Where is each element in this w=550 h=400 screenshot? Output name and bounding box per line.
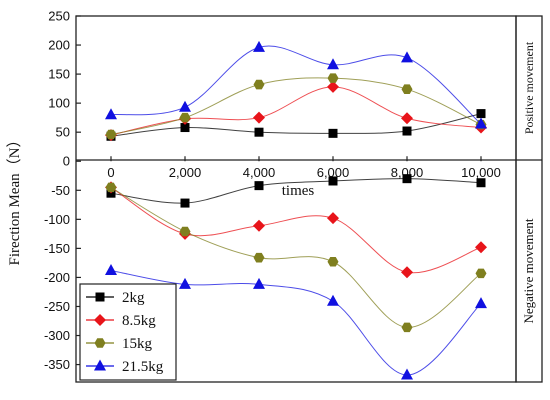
legend-marker-8-5kg — [94, 314, 106, 326]
series-group — [105, 40, 487, 380]
series-line-15kg-negative — [110, 186, 482, 328]
x-tick-label: 6,000 — [317, 165, 350, 180]
data-point-15kg-positive — [253, 79, 265, 90]
y-tick-label: -150 — [44, 241, 70, 256]
y-tick-label: 50 — [56, 125, 70, 140]
data-point-21-5kg-negative — [475, 297, 487, 309]
data-point-2kg-negative — [328, 176, 338, 186]
data-point-15kg-negative — [105, 182, 117, 193]
data-point-15kg-negative — [401, 322, 413, 333]
data-point-21-5kg-positive — [105, 108, 117, 120]
data-point-2kg-negative — [254, 181, 264, 191]
x-tick-label: 8,000 — [391, 165, 424, 180]
y-tick-label: 250 — [48, 9, 70, 24]
data-point-2kg-positive — [254, 127, 264, 137]
y-tick-label: -300 — [44, 328, 70, 343]
legend: 2kg 8.5kg 15kg 21.5kg — [79, 283, 177, 381]
legend-marker-15kg — [94, 338, 106, 348]
right-label-panel — [515, 15, 543, 383]
y-tick-label: -250 — [44, 299, 70, 314]
data-point-15kg-positive — [401, 84, 413, 94]
data-point-21-5kg-negative — [401, 368, 413, 380]
data-point-21-5kg-positive — [401, 51, 413, 63]
x-tick-label: 0 — [107, 165, 114, 180]
y-tick-label: -200 — [44, 270, 70, 285]
data-point-21-5kg-negative — [105, 263, 117, 275]
data-point-15kg-negative — [475, 268, 487, 279]
series-line-2kg-negative — [110, 178, 482, 204]
data-point-8-5kg-negative — [401, 266, 413, 279]
positive-movement-label: Positive movement — [522, 41, 536, 134]
y-axis-title: Firection Mean（N） — [6, 133, 23, 266]
y-tick-label: 0 — [63, 154, 70, 169]
series-line-15kg-positive — [110, 77, 482, 136]
data-point-2kg-negative — [402, 174, 412, 184]
y-axis: 250 200 150 100 50 0 -50 -100 -150 -200 -250 -300 -3… — [44, 9, 81, 372]
data-point-21-5kg-positive — [179, 100, 191, 112]
series-line-21-5kg-positive — [110, 45, 482, 125]
x-axis: 0 2,000 4,000 6,000 8,000 10,000 — [107, 156, 501, 180]
data-point-2kg-positive — [180, 123, 190, 133]
data-point-21-5kg-negative — [327, 294, 339, 306]
legend-label-21-5kg: 21.5kg — [122, 359, 164, 375]
y-tick-label: 200 — [48, 38, 70, 53]
legend-marker-21-5kg — [94, 359, 106, 371]
x-tick-label: 2,000 — [169, 165, 202, 180]
data-point-2kg-positive — [476, 109, 486, 119]
legend-label-8-5kg: 8.5kg — [122, 313, 156, 329]
data-point-8-5kg-positive — [327, 80, 339, 93]
data-point-15kg-positive — [105, 129, 117, 140]
data-point-2kg-positive — [402, 126, 412, 136]
data-point-8-5kg-negative — [475, 241, 487, 254]
data-point-21-5kg-negative — [179, 277, 191, 289]
data-point-8-5kg-negative — [253, 219, 265, 232]
data-point-15kg-positive — [179, 112, 191, 123]
x-tick-label: 10,000 — [461, 165, 501, 180]
y-tick-label: -350 — [44, 357, 70, 372]
y-tick-label: -100 — [44, 212, 70, 227]
data-point-21-5kg-negative — [253, 277, 265, 289]
negative-movement-label: Negative movement — [521, 218, 536, 323]
legend-label-2kg: 2kg — [122, 290, 145, 306]
y-tick-label: -50 — [51, 183, 70, 198]
data-point-15kg-positive — [327, 73, 339, 83]
y-tick-label: 100 — [48, 96, 70, 111]
data-point-8-5kg-positive — [253, 111, 265, 124]
data-point-8-5kg-negative — [327, 212, 339, 225]
series-line-2kg-positive — [110, 113, 482, 137]
data-point-8-5kg-positive — [401, 112, 413, 125]
legend-marker-2kg — [95, 292, 105, 302]
x-axis-title: times — [282, 183, 315, 199]
data-point-21-5kg-positive — [327, 58, 339, 70]
data-point-21-5kg-positive — [475, 117, 487, 129]
y-tick-label: 150 — [48, 67, 70, 82]
data-point-15kg-negative — [179, 226, 191, 237]
data-point-2kg-positive — [328, 128, 338, 138]
x-tick-label: 4,000 — [243, 165, 276, 180]
data-point-15kg-negative — [253, 252, 265, 263]
legend-label-15kg: 15kg — [122, 336, 153, 352]
data-point-21-5kg-positive — [253, 40, 265, 52]
data-point-15kg-negative — [327, 256, 339, 267]
data-point-2kg-negative — [476, 178, 486, 188]
data-point-2kg-negative — [180, 198, 190, 208]
series-line-8-5kg-negative — [110, 186, 482, 274]
